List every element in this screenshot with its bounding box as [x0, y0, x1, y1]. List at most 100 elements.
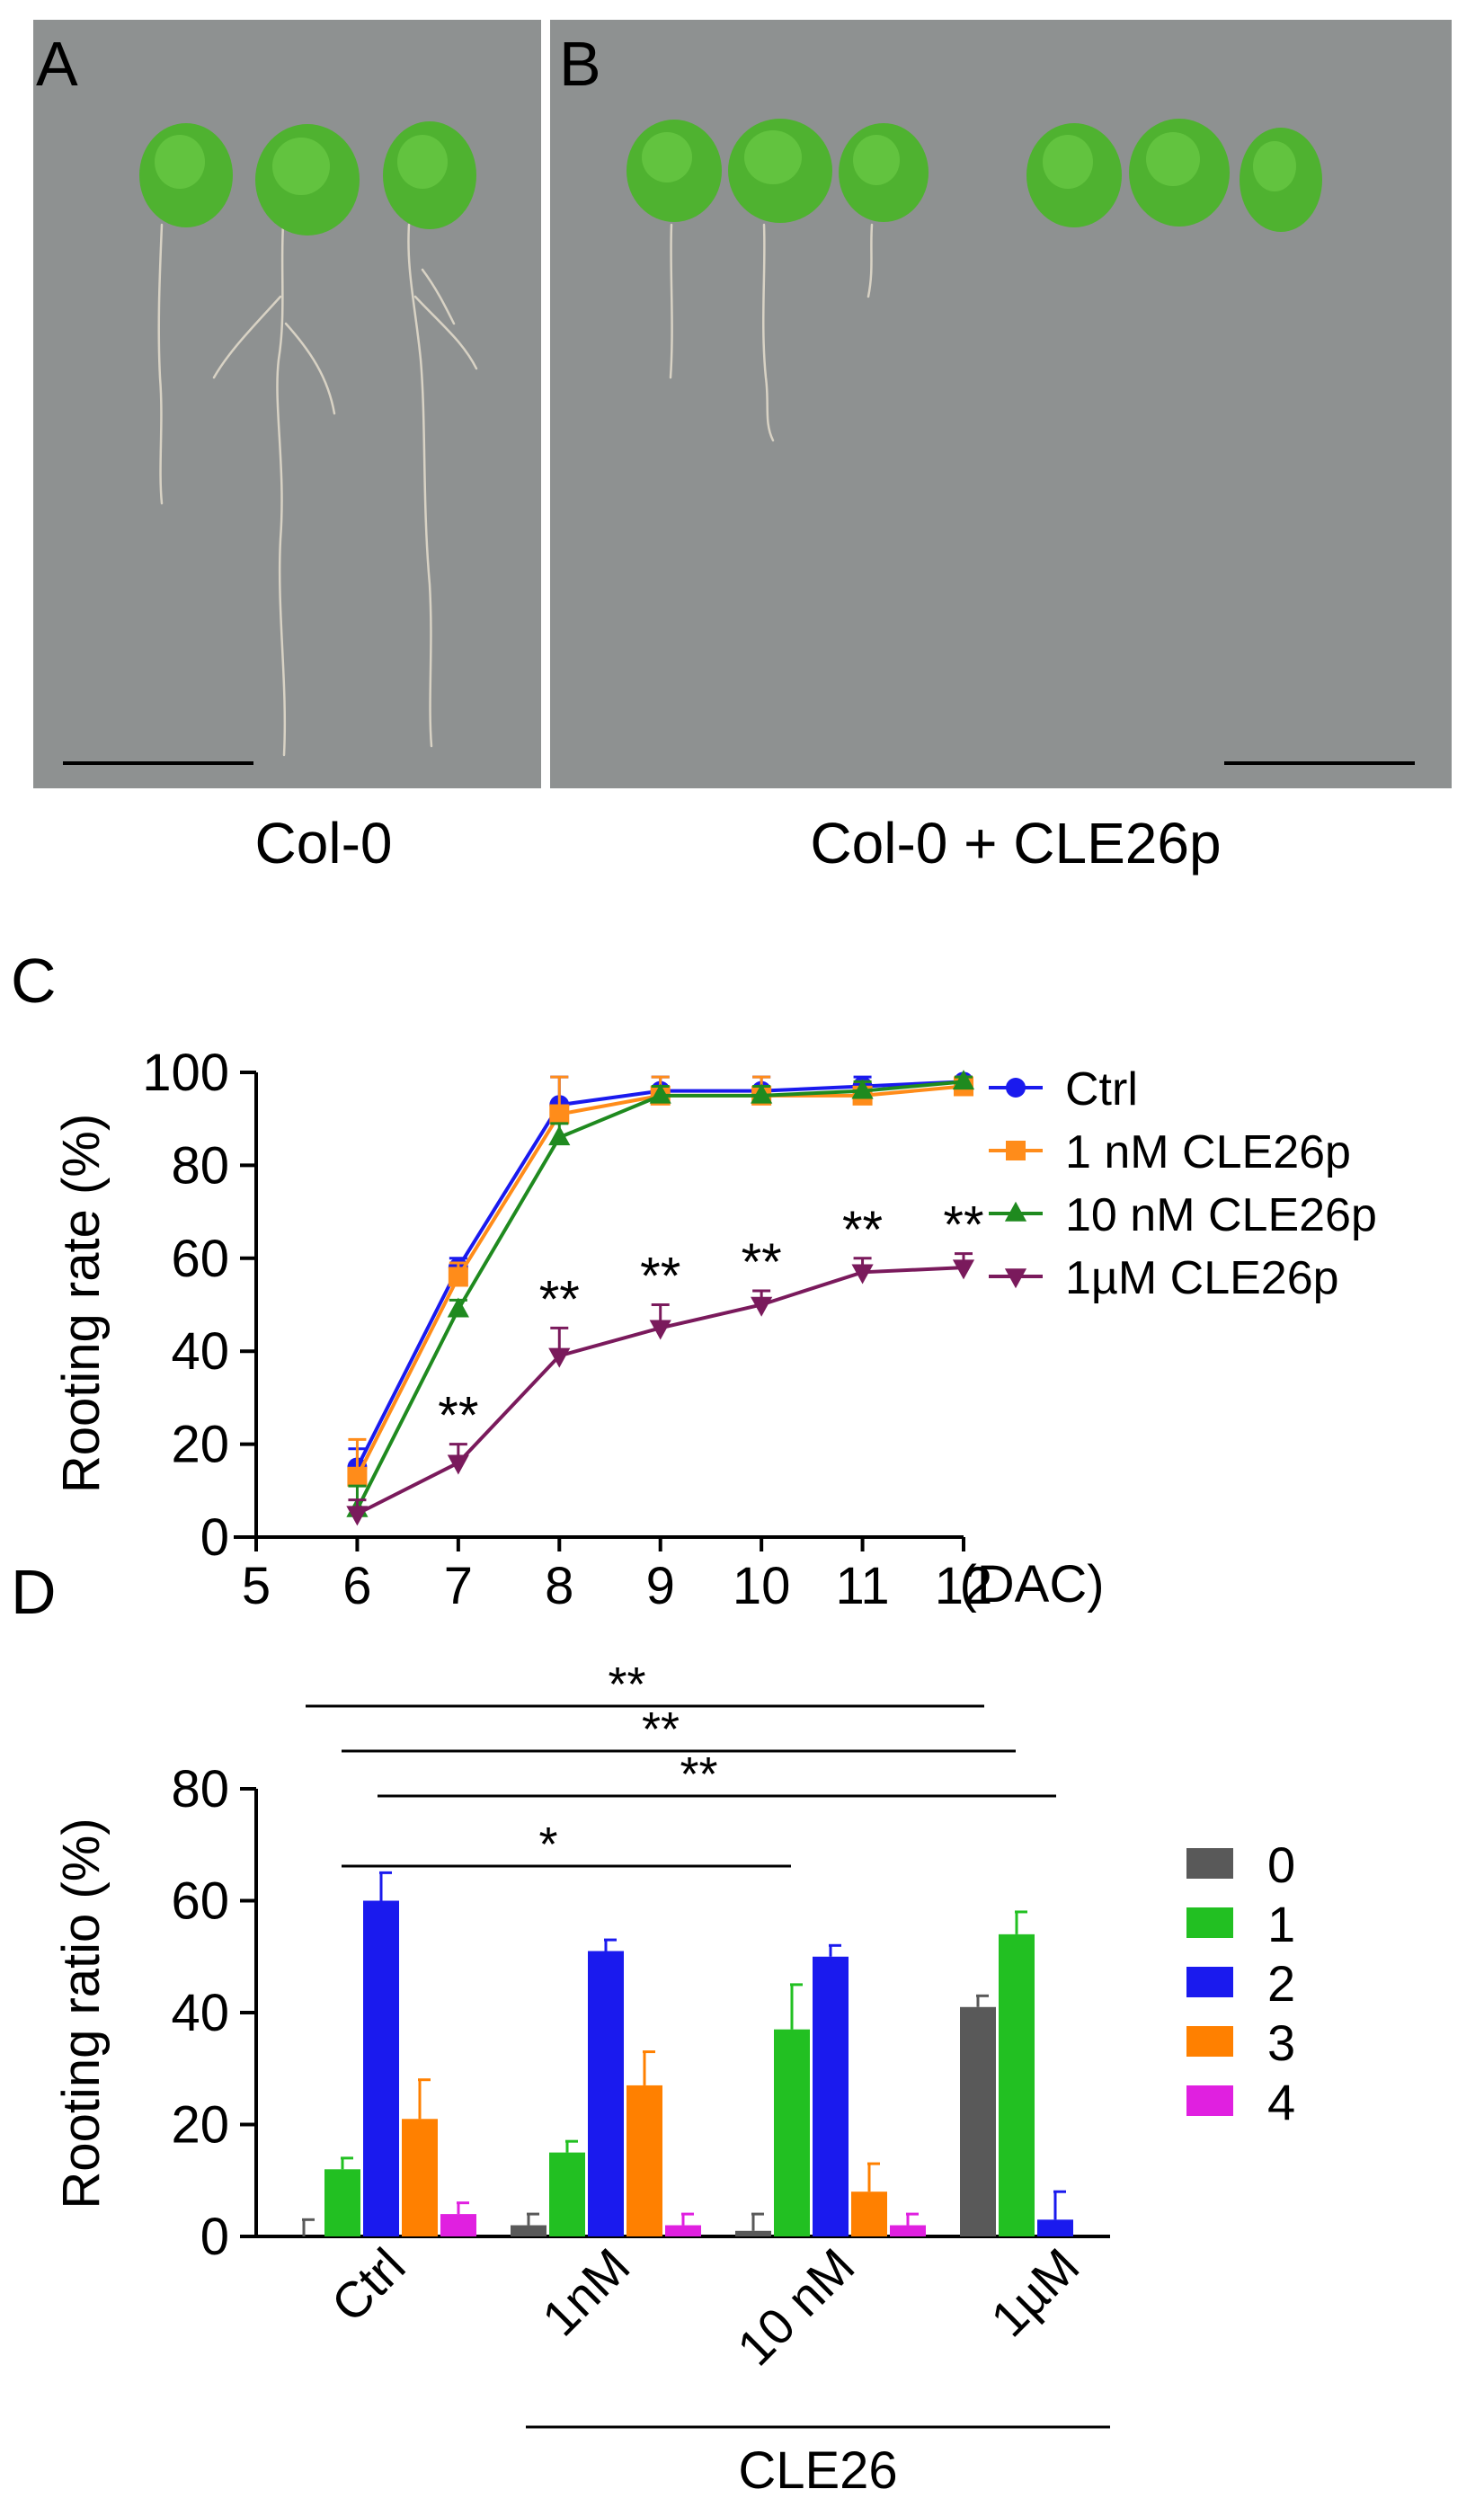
- d-bar: [890, 2225, 926, 2236]
- d-bar: [440, 2214, 476, 2236]
- d-y-tick-label: 0: [200, 2208, 229, 2266]
- c-data-point: [851, 1264, 874, 1285]
- d-legend-swatch: [1186, 1967, 1233, 1997]
- d-y-tick-label: 80: [171, 1760, 229, 1818]
- d-category-label: 1nM: [531, 2237, 641, 2347]
- c-legend-label: 10 nM CLE26p: [1065, 1189, 1377, 1241]
- d-category-labels: Ctrl 1nM 10 nM 1µM: [320, 2237, 1089, 2377]
- d-bar: [774, 2029, 810, 2236]
- d-bar: [511, 2225, 547, 2236]
- panel-c-letter: C: [11, 946, 57, 1016]
- c-legend-marker: [1004, 1268, 1027, 1289]
- c-significance-mark: **: [842, 1201, 883, 1259]
- panel-a-scale-bar: [63, 761, 253, 765]
- c-legend: Ctrl 1 nM CLE26p 10 nM CLE26p 1µM CLE26p: [989, 1063, 1377, 1304]
- c-x-unit-label: (DAC): [959, 1555, 1104, 1614]
- c-data-point: [447, 1454, 469, 1475]
- c-data-point: [549, 1104, 570, 1125]
- c-significance-mark: **: [438, 1387, 478, 1445]
- c-series-1µM-CLE26p: [346, 1252, 975, 1526]
- d-legend-label: 4: [1267, 2074, 1295, 2130]
- d-y-tick-label: 20: [171, 2096, 229, 2155]
- d-legend-swatch: [1186, 1848, 1233, 1879]
- d-bar: [665, 2225, 701, 2236]
- c-y-axis-label: Rooting rate (%): [52, 1114, 111, 1493]
- c-y-tick-label: 100: [142, 1044, 229, 1102]
- c-data-point: [649, 1320, 671, 1340]
- d-y-tick-label: 60: [171, 1872, 229, 1931]
- c-data-point: [346, 1506, 369, 1526]
- d-bar: [626, 2085, 662, 2236]
- panel-a-roots: [157, 223, 478, 757]
- c-legend-label: Ctrl: [1065, 1063, 1138, 1116]
- d-significance-lines: *******: [306, 1658, 1056, 1871]
- panel-d-letter: D: [11, 1557, 57, 1627]
- panel-a-seedlings: [139, 121, 476, 236]
- panel-a-letter: A: [36, 29, 78, 99]
- d-bar: [813, 1956, 849, 2236]
- c-legend-marker: [1006, 1141, 1026, 1160]
- c-data-point: [447, 1297, 469, 1318]
- c-data-point: [548, 1125, 571, 1146]
- d-bars: [302, 1871, 1073, 2236]
- c-x-tick-label: 11: [835, 1557, 889, 1615]
- d-bar: [402, 2119, 438, 2236]
- c-legend-label: 1µM CLE26p: [1065, 1252, 1339, 1304]
- c-significance-mark: **: [943, 1196, 983, 1255]
- d-legend-label: 0: [1267, 1836, 1295, 1893]
- panel-a-photo: [33, 20, 541, 788]
- c-x-tick-label: 9: [646, 1557, 675, 1615]
- d-bar: [588, 1951, 624, 2236]
- c-significance-mark: **: [742, 1233, 782, 1292]
- c-y-tick-label: 40: [171, 1322, 229, 1381]
- c-y-ticks: 0 20 40 60 80 100: [142, 1044, 256, 1567]
- d-bar: [363, 1900, 399, 2236]
- c-data-point: [751, 1083, 773, 1104]
- d-y-tick-label: 40: [171, 1984, 229, 2042]
- c-significance-mark: **: [539, 1270, 580, 1329]
- d-legend-swatch: [1186, 2026, 1233, 2057]
- panel-a-caption: Col-0: [255, 811, 393, 876]
- d-legend-label: 1: [1267, 1896, 1295, 1952]
- d-group-label: CLE26: [738, 2441, 897, 2500]
- c-legend-label: 1 nM CLE26p: [1065, 1126, 1351, 1178]
- d-significance-mark: **: [642, 1702, 680, 1756]
- d-legend-label: 3: [1267, 2014, 1295, 2071]
- c-x-tick-label: 7: [444, 1557, 473, 1615]
- d-legend-swatch: [1186, 1907, 1233, 1938]
- c-x-tick-label: 5: [242, 1557, 271, 1615]
- c-y-tick-label: 0: [200, 1508, 229, 1567]
- d-category-label: 1µM: [980, 2237, 1089, 2347]
- d-category-label: 10 nM: [726, 2237, 866, 2377]
- c-y-tick-label: 20: [171, 1416, 229, 1474]
- d-y-axis-label: Rooting ratio (%): [52, 1818, 111, 2209]
- c-data-point: [751, 1296, 773, 1317]
- panel-b-letter: B: [559, 29, 601, 99]
- c-x-tick-label: 10: [733, 1557, 791, 1615]
- c-legend-marker: [1006, 1078, 1026, 1098]
- d-bar: [1037, 2219, 1073, 2236]
- c-data-point: [347, 1466, 368, 1487]
- d-legend-swatch: [1186, 2085, 1233, 2116]
- panel-b-seedlings: [626, 119, 1322, 232]
- c-x-ticks: 5 6 7 8 9 10 11 12: [242, 1537, 992, 1615]
- c-y-tick-label: 80: [171, 1136, 229, 1195]
- c-data-point: [952, 1070, 975, 1090]
- d-y-ticks: 0 20 40 60 80: [171, 1760, 256, 2266]
- d-bar: [735, 2230, 771, 2236]
- c-data-point: [649, 1083, 671, 1104]
- c-data-point: [851, 1079, 874, 1099]
- d-bar: [960, 2006, 996, 2236]
- c-legend-marker: [1004, 1201, 1027, 1222]
- panel-b-caption: Col-0 + CLE26p: [810, 811, 1221, 876]
- d-significance-mark: **: [680, 1747, 717, 1801]
- c-x-tick-label: 12: [935, 1557, 993, 1615]
- c-series: [346, 1070, 975, 1526]
- c-y-tick-label: 60: [171, 1230, 229, 1288]
- d-legend-label: 2: [1267, 1955, 1295, 2012]
- d-bar: [549, 2152, 585, 2236]
- panel-b-scale-bar: [1224, 761, 1415, 765]
- d-significance-mark: *: [538, 1818, 557, 1871]
